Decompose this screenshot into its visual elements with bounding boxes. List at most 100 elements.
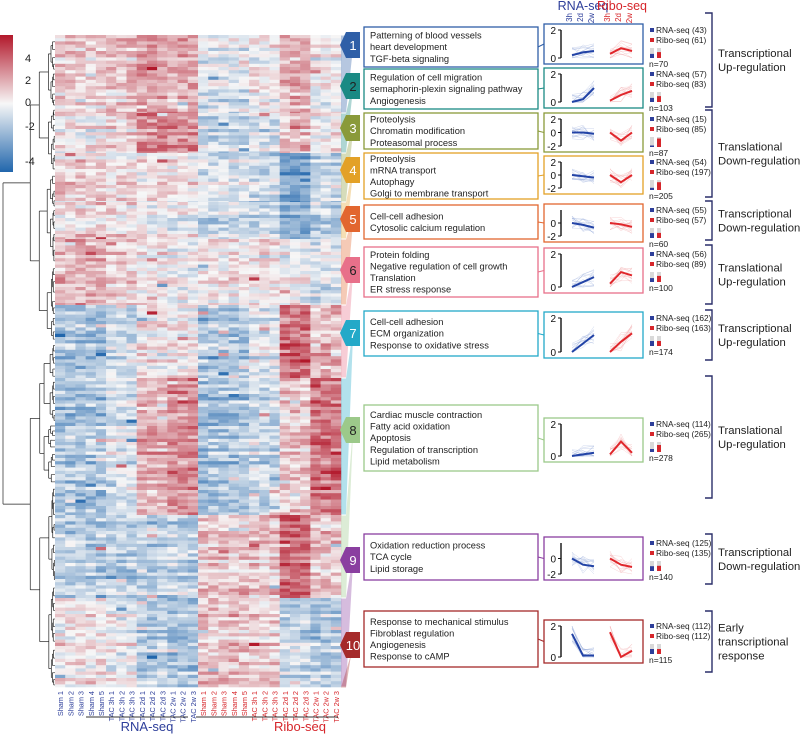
heatmap-cell <box>95 321 107 325</box>
heatmap-cell <box>249 480 260 484</box>
heatmap-cell <box>289 305 301 309</box>
heatmap-cell <box>187 188 199 192</box>
heatmap-cell <box>75 234 86 238</box>
heatmap-cell <box>208 317 219 322</box>
heatmap-cell <box>279 76 291 81</box>
heatmap-cell <box>310 135 321 139</box>
heatmap-cell <box>65 116 76 120</box>
heatmap-cell <box>177 92 189 97</box>
heatmap-cell <box>259 346 270 351</box>
heatmap-cell <box>259 208 270 212</box>
heatmap-cell <box>208 305 219 309</box>
heatmap-cell <box>208 330 219 335</box>
heatmap-cell <box>55 211 66 216</box>
heatmap-cell <box>330 239 342 243</box>
heatmap-cell <box>249 314 260 319</box>
heatmap-cell <box>75 274 86 278</box>
heatmap-cell <box>330 464 342 468</box>
heatmap-cell <box>300 337 311 341</box>
heatmap-cell <box>279 474 291 478</box>
heatmap-cell <box>300 483 311 488</box>
heatmap-cell <box>259 83 270 87</box>
heatmap-cell <box>157 175 168 179</box>
heatmap-cell <box>85 362 97 367</box>
heatmap-cell <box>177 162 189 167</box>
heatmap-cell <box>320 359 332 363</box>
heatmap-cell <box>85 35 97 39</box>
heatmap-cell <box>218 175 229 179</box>
heatmap-cell <box>85 169 97 173</box>
heatmap-cell <box>157 432 168 436</box>
heatmap-cell <box>198 483 209 488</box>
heatmap-cell <box>167 280 178 285</box>
heatmap-cell <box>310 242 321 246</box>
heatmap-cell <box>85 518 97 522</box>
heatmap-cell <box>116 38 127 42</box>
heatmap-cell <box>157 191 168 195</box>
heatmap-cell <box>126 416 138 420</box>
heatmap-cell <box>249 293 260 297</box>
heatmap-cell <box>65 108 76 113</box>
heatmap-cell <box>85 47 97 52</box>
heatmap-cell <box>75 474 86 478</box>
heatmap-cell <box>198 534 209 538</box>
heatmap-cell <box>228 138 240 143</box>
heatmap-cell <box>259 111 270 114</box>
heatmap-cell <box>95 132 107 136</box>
heatmap-cell <box>116 283 127 288</box>
heatmap-cell <box>85 327 97 331</box>
heatmap-cell <box>177 113 189 117</box>
heatmap-cell <box>116 287 127 291</box>
heatmap-cell <box>146 394 158 398</box>
heatmap-cell <box>279 73 291 77</box>
heatmap-cell <box>238 470 250 475</box>
heatmap-cell <box>55 218 66 222</box>
heatmap-cell <box>238 70 250 74</box>
heatmap-cell <box>136 299 148 304</box>
heatmap-cell <box>300 44 311 49</box>
heatmap-cell <box>65 165 76 170</box>
heatmap-cell <box>228 255 240 259</box>
heatmap-cell <box>106 205 117 209</box>
heatmap-cell <box>187 113 199 117</box>
heatmap-cell <box>146 426 158 430</box>
heatmap-cell <box>259 464 270 468</box>
heatmap-cell <box>177 346 189 351</box>
heatmap-cell <box>330 413 342 417</box>
heatmap-cell <box>106 41 117 45</box>
heatmap-cell <box>95 89 107 93</box>
heatmap-cell <box>85 191 97 195</box>
heatmap-cell <box>126 73 138 77</box>
heatmap-cell <box>289 41 301 45</box>
heatmap-cell <box>75 185 86 189</box>
heatmap-cell <box>269 44 281 49</box>
heatmap-cell <box>330 54 342 58</box>
heatmap-cell <box>126 477 138 481</box>
heatmap-cell <box>146 239 158 243</box>
heatmap-cell <box>300 188 311 192</box>
heatmap-cell <box>249 227 260 232</box>
heatmap-cell <box>157 132 168 136</box>
heatmap-cell <box>95 277 107 281</box>
heatmap-cell <box>320 185 332 189</box>
heatmap-cell <box>238 490 250 494</box>
heatmap-cell <box>95 113 107 117</box>
heatmap-cell <box>279 188 291 192</box>
heatmap-cell <box>228 314 240 319</box>
heatmap-cell <box>187 375 199 379</box>
heatmap-cell <box>106 451 117 456</box>
heatmap-cell <box>75 375 86 379</box>
heatmap-cell <box>218 521 229 525</box>
heatmap-cell <box>310 141 321 146</box>
heatmap-cell <box>310 119 321 123</box>
heatmap-cell <box>85 258 97 262</box>
heatmap-cell <box>136 474 148 478</box>
heatmap-cell <box>106 218 117 222</box>
heatmap-cell <box>289 343 301 347</box>
heatmap-cell <box>289 543 301 548</box>
heatmap-cell <box>279 416 291 420</box>
heatmap-cell <box>177 359 189 363</box>
heatmap-cell <box>279 125 291 130</box>
heatmap-cell <box>310 156 321 160</box>
heatmap-cell <box>259 280 270 285</box>
